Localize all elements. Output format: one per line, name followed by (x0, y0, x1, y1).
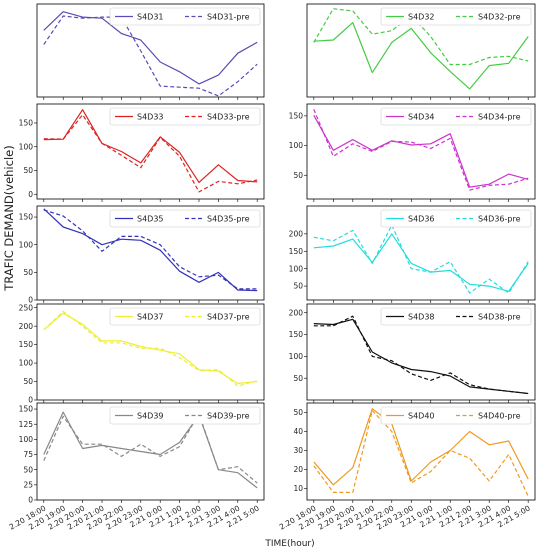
y-tick-label: 100 (19, 240, 34, 249)
legend: S4D34 S4D34-pre (380, 107, 532, 126)
subplot-2: S4D32 S4D32-pre (306, 3, 536, 100)
y-tick-label: 100 (289, 141, 304, 150)
y-tick-label: 200 (289, 308, 304, 317)
y-tick-label: 0 (28, 396, 33, 405)
subplot-7: 0 50 100 150 200 250 S4D37 S4D37-pre (19, 303, 265, 405)
y-tick-label: 100 (19, 435, 34, 444)
y-tick-label: 100 (289, 352, 304, 361)
legend: S4D32 S4D32-pre (380, 7, 532, 26)
y-tick-label: 100 (19, 142, 34, 151)
y-tick-label: 150 (19, 213, 34, 222)
y-tick-label: 150 (289, 247, 304, 256)
y-tick-label: 50 (23, 465, 33, 474)
subplot-6: 50 100 150 200 S4D36 S4D36-pre (289, 205, 536, 303)
legend-entry: S4D40-pre (478, 412, 521, 421)
y-tick-label: 100 (19, 359, 34, 368)
legend: S4D38 S4D38-pre (380, 307, 532, 326)
y-tick-label: 0 (28, 190, 33, 199)
y-tick-label: 30 (293, 446, 303, 455)
legend-entry: S4D33 (137, 113, 164, 122)
y-tick-label: 50 (293, 282, 303, 291)
series-line-S4D34-pre (313, 109, 529, 191)
legend-entry: S4D39 (137, 412, 164, 421)
legend-entry: S4D31 (137, 13, 164, 22)
legend: S4D39 S4D39-pre (109, 406, 261, 425)
y-tick-label: 20 (293, 465, 303, 474)
series-line-S4D34 (313, 115, 529, 188)
y-tick-label: 75 (23, 450, 33, 459)
series-line-S4D31-pre (43, 15, 258, 97)
series-line-S4D35 (43, 208, 258, 292)
legend: S4D35 S4D35-pre (109, 209, 261, 228)
legend: S4D40 S4D40-pre (380, 406, 532, 425)
y-tick-label: 150 (19, 405, 34, 414)
y-tick-label: 150 (19, 340, 34, 349)
legend-entry: S4D39-pre (207, 412, 250, 421)
legend-entry: S4D34 (408, 113, 435, 122)
y-tick-label: 0 (28, 496, 33, 505)
y-tick-label: 40 (293, 427, 303, 436)
y-tick-label: 50 (23, 268, 33, 277)
subplot-8: 50 100 150 200 S4D38 S4D38-pre (289, 303, 536, 403)
legend-entry: S4D34-pre (478, 113, 521, 122)
legend-entry: S4D37 (137, 313, 164, 322)
subplot-4: 50 100 150 S4D34 S4D34-pre (289, 103, 536, 202)
subplot-3: 0 50 100 150 S4D33 S4D33-pre (19, 103, 265, 202)
legend-entry: S4D36-pre (478, 215, 521, 224)
series-line-S4D32 (313, 22, 529, 90)
y-tick-label: 150 (289, 111, 304, 120)
series-line-S4D32-pre (313, 8, 529, 66)
series-line-S4D31 (43, 11, 258, 85)
legend-entry: S4D33-pre (207, 113, 250, 122)
y-tick-label: 200 (19, 322, 34, 331)
legend-entry: S4D32-pre (478, 13, 521, 22)
legend-entry: S4D40 (408, 412, 435, 421)
y-tick-label: 250 (19, 303, 34, 312)
y-tick-label: 0 (28, 296, 33, 305)
legend: S4D31 S4D31-pre (109, 7, 261, 26)
y-axis-title: TRAFIC DEMAND(vehicle) (2, 145, 16, 291)
y-tick-label: 100 (289, 264, 304, 273)
legend-entry: S4D38-pre (478, 313, 521, 322)
legend: S4D36 S4D36-pre (380, 209, 532, 228)
legend-entry: S4D37-pre (207, 313, 250, 322)
y-tick-label: 25 (23, 480, 33, 489)
series-line-S4D36 (313, 233, 529, 292)
y-tick-label: 125 (19, 420, 34, 429)
y-tick-label: 50 (293, 374, 303, 383)
y-tick-label: 50 (293, 171, 303, 180)
y-tick-label: 50 (23, 377, 33, 386)
series-line-S4D33 (43, 109, 258, 183)
x-axis-title: TIME(hour) (264, 539, 314, 549)
legend-entry: S4D35-pre (207, 215, 250, 224)
y-tick-label: 150 (19, 119, 34, 128)
y-tick-label: 50 (293, 408, 303, 417)
series-line-S4D38-pre (313, 315, 529, 395)
legend-entry: S4D38 (408, 313, 435, 322)
legend-entry: S4D32 (408, 13, 435, 22)
subplot-1: S4D31 S4D31-pre (36, 3, 265, 100)
legend-entry: S4D35 (137, 215, 164, 224)
legend-entry: S4D36 (408, 215, 435, 224)
series-line-S4D39 (43, 411, 258, 489)
subplot-5: 0 50 100 150 S4D35 S4D35-pre (19, 205, 265, 305)
series-line-S4D40 (313, 408, 529, 486)
legend: S4D33 S4D33-pre (109, 107, 261, 126)
legend: S4D37 S4D37-pre (109, 307, 261, 326)
series-line-S4D37-pre (43, 310, 258, 387)
legend-entry: S4D31-pre (207, 13, 250, 22)
series-line-S4D35-pre (43, 209, 258, 290)
series-line-S4D39-pre (43, 413, 258, 484)
y-tick-label: 150 (289, 330, 304, 339)
series-line-S4D40-pre (313, 410, 529, 497)
y-tick-label: 200 (289, 229, 304, 238)
y-tick-label: 50 (23, 166, 33, 175)
y-tick-label: 10 (293, 484, 303, 493)
